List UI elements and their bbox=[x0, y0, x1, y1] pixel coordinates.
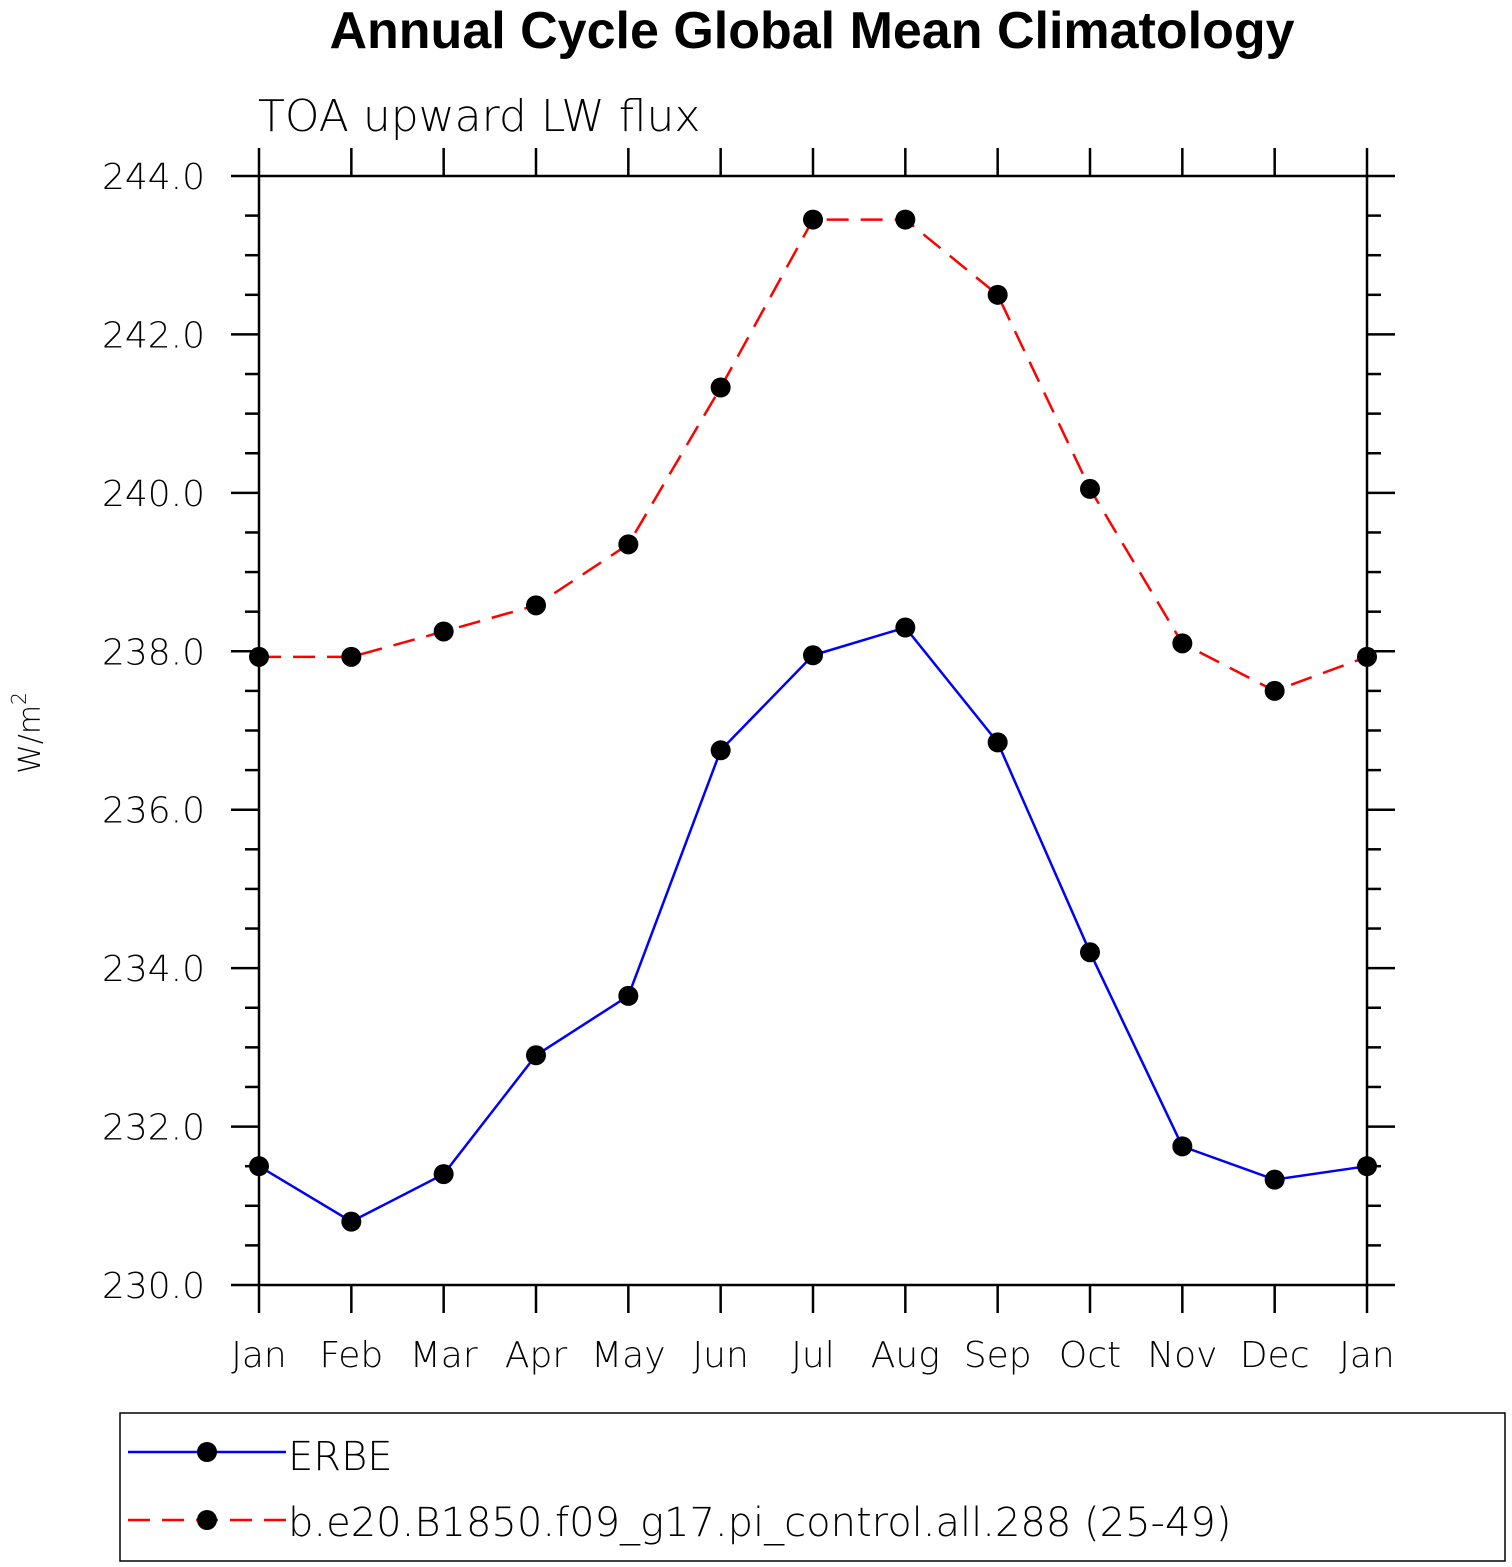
data-point bbox=[433, 1164, 454, 1185]
series-line bbox=[259, 218, 1368, 693]
data-point bbox=[1172, 633, 1193, 654]
data-point bbox=[803, 645, 823, 666]
series-0 bbox=[249, 617, 1377, 1232]
data-point bbox=[803, 209, 823, 230]
y-axis-label: W/m2 bbox=[7, 692, 48, 774]
chart-subtitle: TOA upward LW flux bbox=[258, 91, 700, 142]
y-tick-label: 238.0 bbox=[102, 632, 205, 673]
x-tick-label: Sep bbox=[964, 1335, 1032, 1376]
y-tick-label: 244.0 bbox=[102, 157, 205, 198]
x-tick-label: Oct bbox=[1059, 1335, 1121, 1376]
legend-marker-erbe bbox=[197, 1442, 217, 1462]
data-point bbox=[987, 732, 1008, 753]
x-tick-label: Dec bbox=[1240, 1335, 1310, 1376]
y-tick-label: 234.0 bbox=[102, 949, 205, 990]
x-tick-label: Aug bbox=[871, 1335, 940, 1376]
x-tick-label: Apr bbox=[505, 1335, 567, 1376]
plot-border bbox=[257, 174, 1369, 1287]
data-point bbox=[341, 1211, 362, 1232]
x-tick-label: Mar bbox=[410, 1335, 478, 1376]
data-point bbox=[433, 621, 454, 642]
chart-title: Annual Cycle Global Mean Climatology bbox=[329, 2, 1294, 60]
data-point bbox=[895, 617, 916, 638]
data-point bbox=[895, 209, 916, 230]
data-point bbox=[249, 646, 269, 667]
x-tick-label: Nov bbox=[1147, 1335, 1217, 1376]
data-point bbox=[526, 1045, 546, 1066]
legend: ERBE b.e20.B1850.f09_g17.pi_control.all.… bbox=[119, 1412, 1506, 1562]
y-axis-label-main: W/m bbox=[13, 705, 48, 774]
y-tick-label: 236.0 bbox=[102, 791, 205, 832]
y-tick-label: 230.0 bbox=[102, 1266, 205, 1307]
y-tick-label: 242.0 bbox=[102, 315, 205, 356]
y-tick-label: 232.0 bbox=[102, 1108, 205, 1149]
data-point bbox=[618, 534, 639, 555]
data-point bbox=[1172, 1136, 1193, 1157]
x-tick-label: Jun bbox=[693, 1335, 749, 1376]
data-point bbox=[341, 646, 362, 667]
data-point bbox=[1264, 1169, 1285, 1190]
legend-box bbox=[119, 1412, 1506, 1562]
x-tick-label: Jan bbox=[1339, 1335, 1395, 1376]
data-point bbox=[710, 740, 731, 761]
x-axis: Jan Feb Mar Apr May Jun Jul Aug Sep Oct Nov Dec Jan bbox=[231, 148, 1395, 1376]
legend-label-model: b.e20.B1850.f09_g17.pi_control.all.288 (… bbox=[288, 1500, 1231, 1546]
y-tick-label: 240.0 bbox=[102, 474, 205, 515]
y-axis-label-superscript: 2 bbox=[7, 692, 31, 705]
legend-label-erbe: ERBE bbox=[288, 1434, 393, 1480]
series-line bbox=[258, 626, 1368, 1224]
data-point bbox=[249, 1156, 269, 1177]
data-point bbox=[1080, 942, 1100, 963]
data-point bbox=[1357, 1156, 1377, 1177]
x-tick-label: Feb bbox=[319, 1335, 383, 1376]
plot-frame bbox=[257, 174, 1369, 1287]
data-point bbox=[618, 985, 639, 1006]
legend-entry-model: b.e20.B1850.f09_g17.pi_control.all.288 (… bbox=[128, 1500, 1231, 1546]
legend-entry-erbe: ERBE bbox=[128, 1434, 393, 1480]
legend-marker-model bbox=[197, 1510, 217, 1530]
series-layer bbox=[249, 209, 1377, 1232]
data-point bbox=[1080, 478, 1100, 499]
data-point bbox=[987, 284, 1008, 305]
x-tick-label: May bbox=[591, 1335, 665, 1376]
x-tick-label: Jan bbox=[231, 1335, 287, 1376]
data-point bbox=[1357, 646, 1377, 667]
data-point bbox=[526, 595, 546, 616]
data-point bbox=[710, 377, 731, 398]
x-tick-label: Jul bbox=[791, 1335, 834, 1376]
data-point bbox=[1264, 680, 1285, 701]
series-1 bbox=[249, 209, 1377, 701]
y-axis: 230.0 232.0 234.0 236.0 238.0 240.0 242.0 244.0 bbox=[102, 157, 1395, 1307]
